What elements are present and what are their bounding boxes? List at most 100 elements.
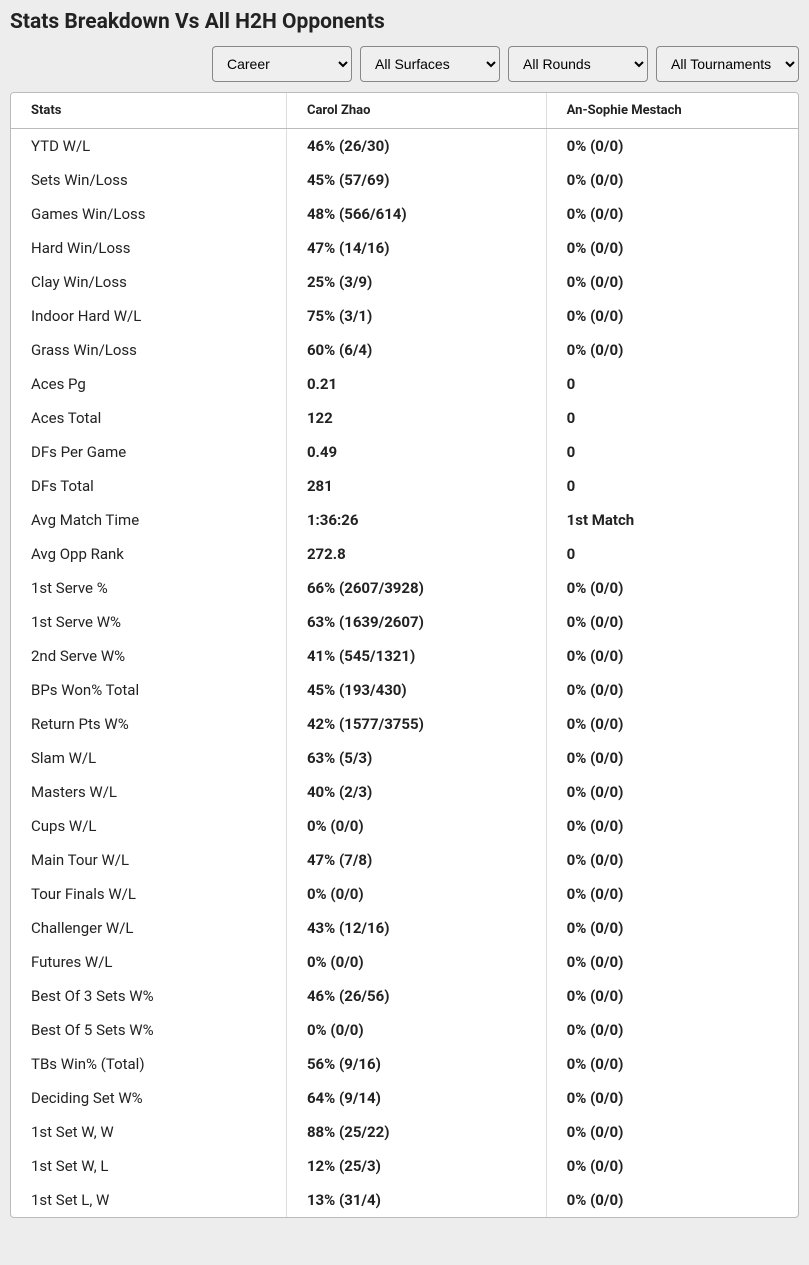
- stat-label: 1st Set W, W: [11, 1115, 286, 1149]
- stat-label: Challenger W/L: [11, 911, 286, 945]
- filter-tourney[interactable]: All Tournaments: [656, 46, 799, 82]
- table-row: Avg Match Time1:36:261st Match: [11, 503, 798, 537]
- stat-label: 1st Set L, W: [11, 1183, 286, 1217]
- player2-value: 0% (0/0): [546, 775, 798, 809]
- table-row: Avg Opp Rank272.80: [11, 537, 798, 571]
- table-row: Indoor Hard W/L75% (3/1)0% (0/0): [11, 299, 798, 333]
- player2-value: 0% (0/0): [546, 809, 798, 843]
- player2-value: 0% (0/0): [546, 1047, 798, 1081]
- player1-value: 88% (25/22): [286, 1115, 546, 1149]
- stat-label: Futures W/L: [11, 945, 286, 979]
- filter-bar: Career All Surfaces All Rounds All Tourn…: [10, 46, 799, 82]
- player1-value: 66% (2607/3928): [286, 571, 546, 605]
- player2-value: 0% (0/0): [546, 1013, 798, 1047]
- table-row: 2nd Serve W%41% (545/1321)0% (0/0): [11, 639, 798, 673]
- player1-value: 0% (0/0): [286, 809, 546, 843]
- player2-value: 0% (0/0): [546, 1115, 798, 1149]
- stat-label: 2nd Serve W%: [11, 639, 286, 673]
- player1-value: 272.8: [286, 537, 546, 571]
- table-row: Challenger W/L43% (12/16)0% (0/0): [11, 911, 798, 945]
- col-header-player2: An-Sophie Mestach: [546, 93, 798, 129]
- table-row: 1st Serve %66% (2607/3928)0% (0/0): [11, 571, 798, 605]
- player1-value: 43% (12/16): [286, 911, 546, 945]
- player1-value: 63% (5/3): [286, 741, 546, 775]
- stat-label: Clay Win/Loss: [11, 265, 286, 299]
- player2-value: 0% (0/0): [546, 605, 798, 639]
- player2-value: 0: [546, 435, 798, 469]
- stat-label: Best Of 3 Sets W%: [11, 979, 286, 1013]
- player2-value: 0% (0/0): [546, 265, 798, 299]
- player1-value: 64% (9/14): [286, 1081, 546, 1115]
- stat-label: 1st Set W, L: [11, 1149, 286, 1183]
- table-row: Deciding Set W%64% (9/14)0% (0/0): [11, 1081, 798, 1115]
- player1-value: 0.21: [286, 367, 546, 401]
- player2-value: 0: [546, 469, 798, 503]
- table-row: 1st Serve W%63% (1639/2607)0% (0/0): [11, 605, 798, 639]
- table-row: Slam W/L63% (5/3)0% (0/0): [11, 741, 798, 775]
- player1-value: 60% (6/4): [286, 333, 546, 367]
- player2-value: 0% (0/0): [546, 843, 798, 877]
- table-row: Masters W/L40% (2/3)0% (0/0): [11, 775, 798, 809]
- col-header-player1: Carol Zhao: [286, 93, 546, 129]
- table-header-row: Stats Carol Zhao An-Sophie Mestach: [11, 93, 798, 129]
- table-row: 1st Set L, W13% (31/4)0% (0/0): [11, 1183, 798, 1217]
- player1-value: 122: [286, 401, 546, 435]
- table-row: YTD W/L46% (26/30)0% (0/0): [11, 129, 798, 164]
- player1-value: 56% (9/16): [286, 1047, 546, 1081]
- player2-value: 0% (0/0): [546, 877, 798, 911]
- player2-value: 0% (0/0): [546, 163, 798, 197]
- stat-label: Masters W/L: [11, 775, 286, 809]
- player2-value: 0: [546, 401, 798, 435]
- table-row: Tour Finals W/L0% (0/0)0% (0/0): [11, 877, 798, 911]
- player1-value: 25% (3/9): [286, 265, 546, 299]
- player1-value: 0% (0/0): [286, 1013, 546, 1047]
- stat-label: Hard Win/Loss: [11, 231, 286, 265]
- player1-value: 41% (545/1321): [286, 639, 546, 673]
- stat-label: Grass Win/Loss: [11, 333, 286, 367]
- player1-value: 48% (566/614): [286, 197, 546, 231]
- stat-label: DFs Per Game: [11, 435, 286, 469]
- filter-round[interactable]: All Rounds: [508, 46, 648, 82]
- stat-label: Slam W/L: [11, 741, 286, 775]
- player1-value: 75% (3/1): [286, 299, 546, 333]
- player2-value: 0% (0/0): [546, 299, 798, 333]
- stat-label: 1st Serve %: [11, 571, 286, 605]
- table-row: Cups W/L0% (0/0)0% (0/0): [11, 809, 798, 843]
- player1-value: 46% (26/56): [286, 979, 546, 1013]
- table-row: Hard Win/Loss47% (14/16)0% (0/0): [11, 231, 798, 265]
- player2-value: 0% (0/0): [546, 571, 798, 605]
- stat-label: YTD W/L: [11, 129, 286, 164]
- player1-value: 281: [286, 469, 546, 503]
- filter-surface[interactable]: All Surfaces: [360, 46, 500, 82]
- stat-label: 1st Serve W%: [11, 605, 286, 639]
- player2-value: 0% (0/0): [546, 639, 798, 673]
- stats-table: Stats Carol Zhao An-Sophie Mestach YTD W…: [11, 93, 798, 1217]
- player2-value: 0% (0/0): [546, 673, 798, 707]
- stat-label: Best Of 5 Sets W%: [11, 1013, 286, 1047]
- stat-label: Games Win/Loss: [11, 197, 286, 231]
- table-row: Games Win/Loss48% (566/614)0% (0/0): [11, 197, 798, 231]
- player1-value: 63% (1639/2607): [286, 605, 546, 639]
- table-row: TBs Win% (Total)56% (9/16)0% (0/0): [11, 1047, 798, 1081]
- player1-value: 47% (7/8): [286, 843, 546, 877]
- player1-value: 1:36:26: [286, 503, 546, 537]
- stat-label: Aces Pg: [11, 367, 286, 401]
- table-row: Grass Win/Loss60% (6/4)0% (0/0): [11, 333, 798, 367]
- player2-value: 0% (0/0): [546, 945, 798, 979]
- stat-label: Main Tour W/L: [11, 843, 286, 877]
- stat-label: Aces Total: [11, 401, 286, 435]
- player1-value: 40% (2/3): [286, 775, 546, 809]
- stat-label: Return Pts W%: [11, 707, 286, 741]
- stat-label: Tour Finals W/L: [11, 877, 286, 911]
- player1-value: 45% (193/430): [286, 673, 546, 707]
- player1-value: 42% (1577/3755): [286, 707, 546, 741]
- stat-label: Indoor Hard W/L: [11, 299, 286, 333]
- table-row: Main Tour W/L47% (7/8)0% (0/0): [11, 843, 798, 877]
- filter-period[interactable]: Career: [212, 46, 352, 82]
- table-row: 1st Set W, L12% (25/3)0% (0/0): [11, 1149, 798, 1183]
- table-row: BPs Won% Total45% (193/430)0% (0/0): [11, 673, 798, 707]
- player2-value: 0: [546, 367, 798, 401]
- player1-value: 0.49: [286, 435, 546, 469]
- player2-value: 0% (0/0): [546, 1081, 798, 1115]
- player1-value: 13% (31/4): [286, 1183, 546, 1217]
